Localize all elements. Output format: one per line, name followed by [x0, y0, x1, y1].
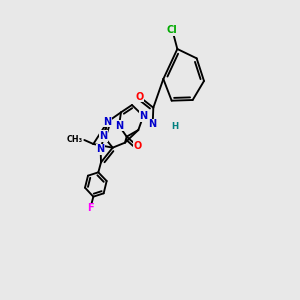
Text: N: N: [103, 117, 112, 127]
Text: Cl: Cl: [167, 25, 178, 35]
Text: N: N: [139, 111, 147, 121]
Text: F: F: [87, 203, 94, 213]
Text: O: O: [133, 141, 142, 151]
Text: N: N: [99, 131, 107, 141]
Text: N: N: [97, 144, 105, 154]
Text: CH₃: CH₃: [66, 136, 82, 145]
Text: N: N: [148, 119, 157, 129]
Text: N: N: [115, 121, 123, 131]
Text: O: O: [135, 92, 143, 102]
Text: H: H: [171, 122, 178, 131]
